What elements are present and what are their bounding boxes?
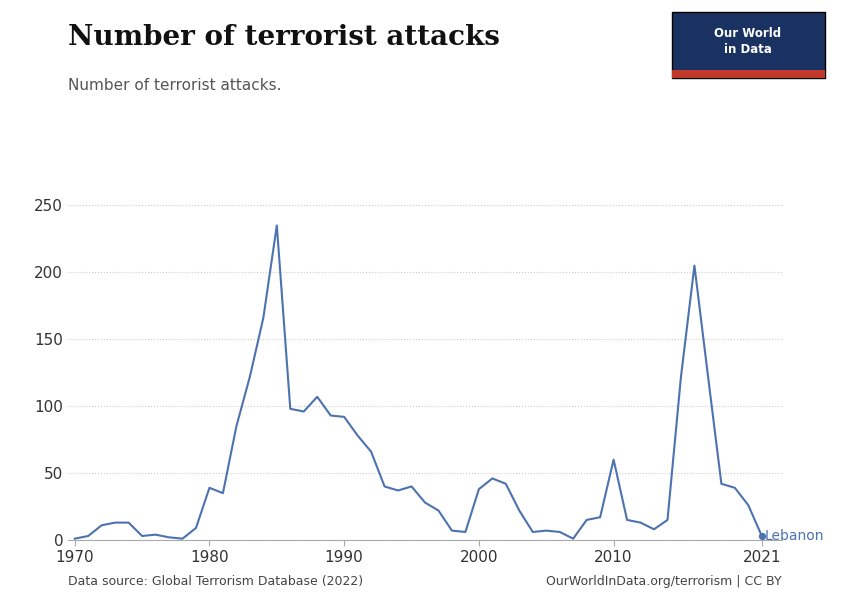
- Text: Number of terrorist attacks: Number of terrorist attacks: [68, 24, 500, 51]
- Bar: [672, 70, 824, 78]
- Point: [755, 531, 768, 541]
- Text: Data source: Global Terrorism Database (2022): Data source: Global Terrorism Database (…: [68, 575, 363, 588]
- Text: Lebanon: Lebanon: [764, 529, 824, 543]
- Text: Number of terrorist attacks.: Number of terrorist attacks.: [68, 78, 281, 93]
- Text: OurWorldInData.org/terrorism | CC BY: OurWorldInData.org/terrorism | CC BY: [547, 575, 782, 588]
- Text: Our World
in Data: Our World in Data: [715, 26, 781, 56]
- FancyBboxPatch shape: [672, 12, 824, 78]
